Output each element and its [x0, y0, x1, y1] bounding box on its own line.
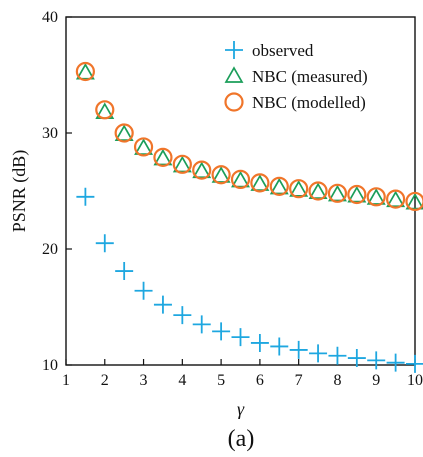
legend-nbc-measured-marker — [226, 68, 242, 82]
observed-point — [212, 322, 230, 340]
observed-point — [290, 341, 308, 359]
observed-point — [173, 306, 191, 324]
legend-nbc-measured-label: NBC (measured) — [252, 67, 368, 86]
observed-point — [135, 282, 153, 300]
x-tick-label: 8 — [333, 372, 341, 389]
observed-point — [387, 354, 405, 372]
x-tick-label: 6 — [256, 372, 264, 389]
data-marks — [76, 63, 423, 373]
y-tick-label: 10 — [42, 357, 58, 374]
observed-point — [270, 337, 288, 355]
legend-nbc-modelled-label: NBC (modelled) — [252, 93, 366, 112]
observed-point — [115, 262, 133, 280]
panel-label: (a) — [228, 426, 255, 452]
x-axis-ticks: 1 2 3 4 5 6 7 8 9 10 — [62, 359, 423, 389]
observed-point — [232, 328, 250, 346]
observed-point — [406, 355, 423, 373]
observed-point — [309, 344, 327, 362]
observed-point — [251, 334, 269, 352]
observed-point — [193, 315, 211, 333]
observed-point — [96, 234, 114, 252]
x-tick-label: 10 — [407, 372, 423, 389]
legend-observed-label: observed — [252, 41, 314, 60]
x-tick-label: 9 — [372, 372, 380, 389]
y-tick-label: 20 — [42, 241, 58, 258]
legend-nbc-modelled-marker — [226, 94, 243, 111]
y-tick-label: 40 — [42, 9, 58, 26]
legend: observed NBC (measured) NBC (modelled) — [225, 41, 368, 112]
x-tick-label: 4 — [178, 372, 186, 389]
x-axis-label: γ — [237, 399, 245, 419]
legend-observed-marker — [225, 41, 243, 59]
y-tick-label: 30 — [42, 125, 58, 142]
x-tick-label: 7 — [295, 372, 303, 389]
y-axis-label: PSNR (dB) — [9, 150, 30, 233]
observed-point — [328, 347, 346, 365]
observed-point — [76, 188, 94, 206]
observed-point — [154, 296, 172, 314]
x-tick-label: 2 — [101, 372, 109, 389]
x-tick-label: 5 — [217, 372, 225, 389]
y-axis-ticks: 10 20 30 40 — [42, 9, 72, 374]
observed-point — [367, 351, 385, 369]
x-tick-label: 1 — [62, 372, 70, 389]
x-tick-label: 3 — [140, 372, 148, 389]
